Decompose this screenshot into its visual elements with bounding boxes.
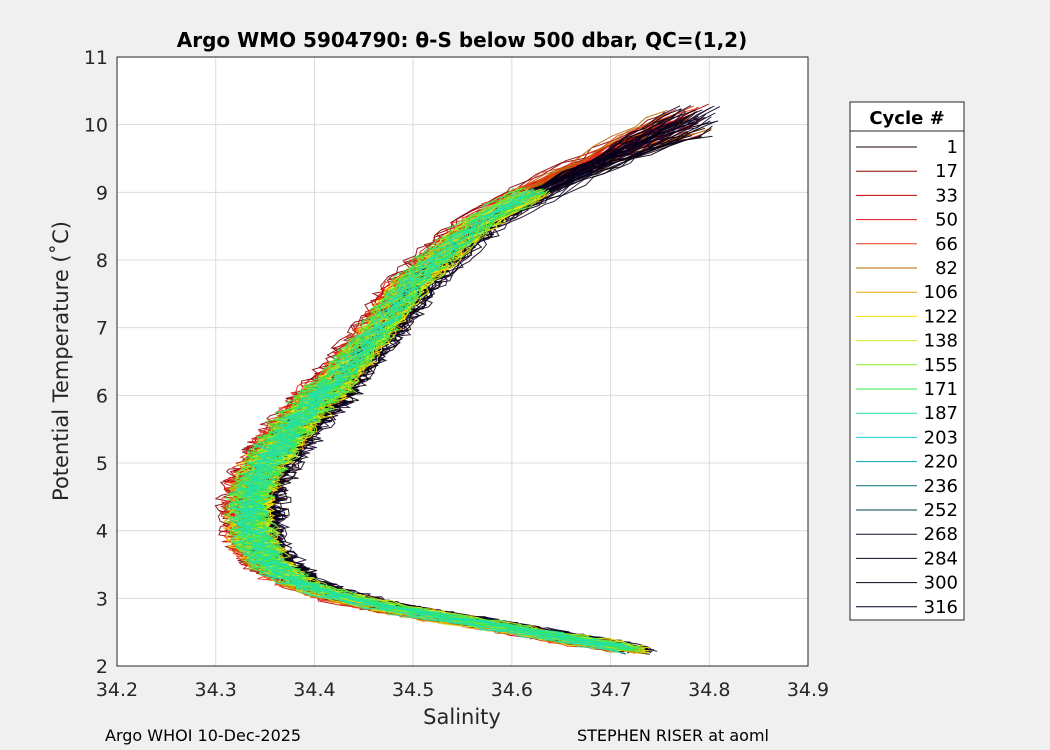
legend-label: 50 [935,210,958,231]
legend-label: 268 [924,524,958,545]
legend-label: 284 [924,548,958,569]
profile-line [242,190,634,649]
y-tick-label: 10 [84,115,108,137]
y-tick-label: 7 [96,318,108,340]
legend-label: 33 [935,185,958,206]
x-tick-labels: 34.2 34.3 34.4 34.5 34.6 34.7 34.8 34.9 [96,679,829,701]
legend-label: 106 [924,282,958,303]
legend-label: 187 [924,403,958,424]
legend-label: 203 [924,427,958,448]
x-tick-label: 34.9 [787,679,829,701]
legend-label: 1 [947,137,958,158]
profiles [214,103,721,655]
legend-box [849,101,965,621]
y-tick-label: 6 [96,385,108,407]
plot-area [117,57,808,666]
x-tick-label: 34.5 [392,679,434,701]
y-tick-labels: 2 3 4 5 6 7 8 9 10 11 [84,47,108,678]
x-axis-label: Salinity [423,705,501,729]
y-tick-label: 2 [96,656,108,678]
legend: Cycle # 1 17 33 50 66 82 106 122 138 155 171 187 203… [849,101,965,621]
legend-label: 252 [924,500,958,521]
legend-label: 220 [924,452,958,473]
legend-label: 138 [924,331,958,352]
x-tick-label: 34.8 [688,679,730,701]
y-tick-label: 8 [96,250,108,272]
profile-line [243,190,631,651]
legend-label: 300 [924,573,958,594]
legend-label: 236 [924,476,958,497]
footer-left: Argo WHOI 10-Dec-2025 [105,726,301,745]
legend-title: Cycle # [869,108,944,129]
legend-label: 122 [924,306,958,327]
y-tick-label: 3 [96,588,108,610]
x-tick-label: 34.4 [293,679,335,701]
y-tick-label: 4 [96,521,108,543]
x-tick-label: 34.3 [195,679,237,701]
legend-entries: 1 17 33 50 66 82 106 122 138 155 171 187 203 220 236 25… [856,137,958,618]
plot-frame [116,56,809,667]
x-tick-label: 34.7 [589,679,631,701]
legend-label: 17 [935,161,958,182]
y-tick-label: 5 [96,453,108,475]
y-tick-label: 9 [96,182,108,204]
y-axis-label: Potential Temperature (˚C) [49,221,73,501]
legend-label: 66 [935,234,958,255]
footer-right: STEPHEN RISER at aoml [577,726,769,745]
legend-label: 82 [935,258,958,279]
profile-line [236,194,626,654]
profile-line [245,193,631,652]
chart-title: Argo WMO 5904790: θ-S below 500 dbar, QC… [177,28,747,52]
x-tick-label: 34.6 [491,679,533,701]
profile-line [246,187,643,649]
legend-label: 316 [924,597,958,618]
y-tick-label: 11 [84,47,108,69]
legend-label: 155 [924,355,958,376]
legend-label: 171 [924,379,958,400]
x-tick-label: 34.2 [96,679,138,701]
